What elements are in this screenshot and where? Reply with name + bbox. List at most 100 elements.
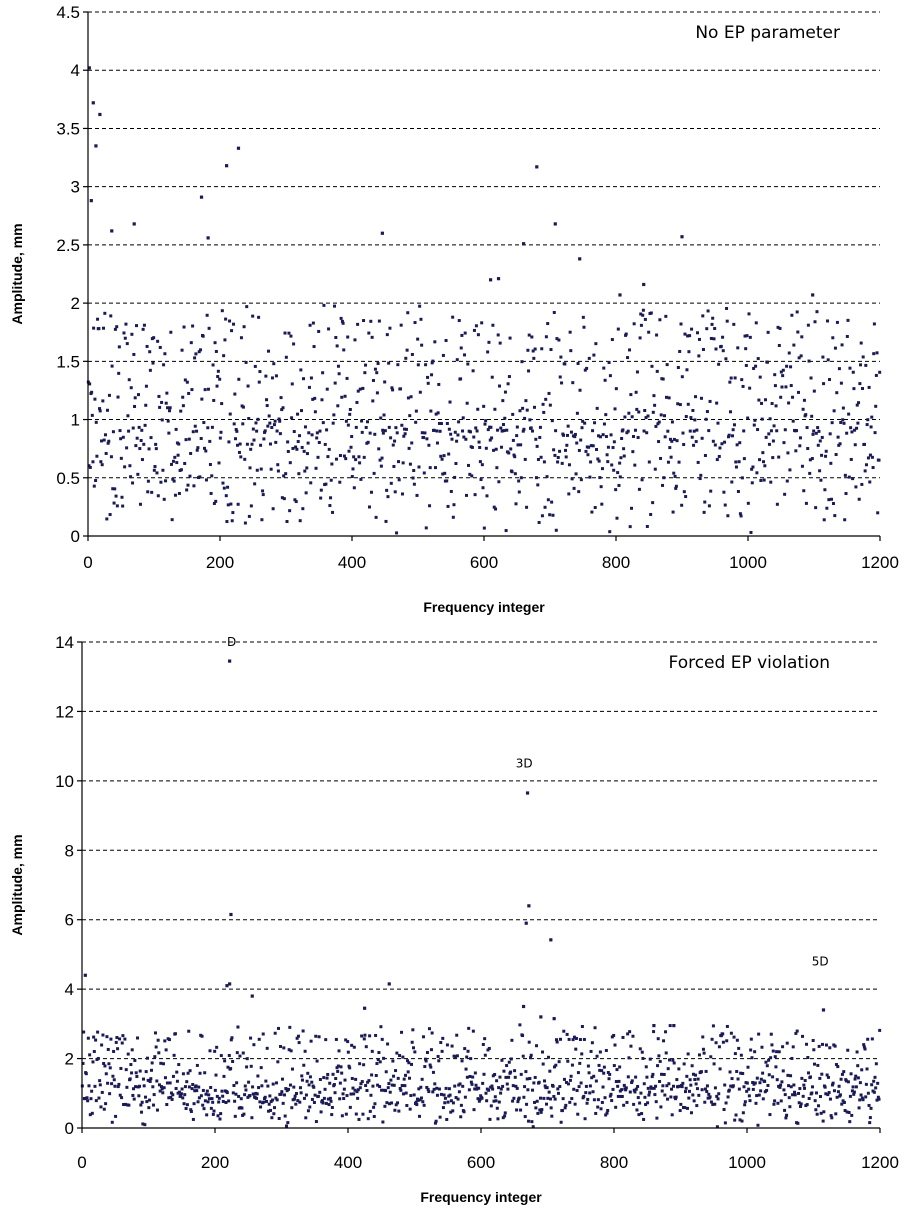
data-point <box>316 1094 320 1098</box>
data-point <box>628 525 632 529</box>
data-point <box>556 460 560 464</box>
data-point <box>750 481 754 485</box>
data-point <box>380 1088 384 1092</box>
data-point <box>805 1042 809 1046</box>
data-point <box>710 322 714 326</box>
data-point <box>265 1046 269 1050</box>
data-point <box>187 1029 191 1033</box>
data-point <box>634 1075 638 1079</box>
data-point <box>570 1063 574 1067</box>
data-point <box>812 1062 816 1066</box>
data-point <box>564 1103 568 1107</box>
data-point <box>409 395 413 399</box>
data-point <box>303 425 307 429</box>
data-point <box>711 1102 715 1106</box>
data-point <box>668 446 672 450</box>
data-point <box>353 1088 357 1092</box>
data-point <box>86 1036 90 1040</box>
annotation-label: 5D <box>812 954 829 968</box>
data-point <box>617 1079 621 1083</box>
data-point <box>358 387 362 391</box>
data-point <box>719 344 723 348</box>
data-point <box>800 464 804 468</box>
data-point <box>611 446 615 450</box>
data-point <box>168 1081 172 1085</box>
data-point <box>503 1114 507 1118</box>
data-point <box>768 1113 772 1117</box>
data-point <box>177 442 181 446</box>
data-point <box>437 382 441 386</box>
data-point <box>676 402 680 406</box>
data-point <box>138 1084 142 1088</box>
data-point <box>774 404 778 408</box>
data-point <box>354 458 358 462</box>
data-point <box>385 488 389 492</box>
data-point <box>295 447 299 451</box>
data-point <box>537 1080 541 1084</box>
data-point <box>158 1089 162 1093</box>
data-point <box>262 437 266 441</box>
data-point <box>135 1075 139 1079</box>
data-point <box>268 421 272 425</box>
data-point <box>753 1050 757 1054</box>
data-point <box>242 1112 246 1116</box>
data-point <box>221 1099 225 1103</box>
data-point <box>517 479 521 483</box>
data-point <box>741 384 745 388</box>
data-point <box>89 199 93 203</box>
data-point <box>820 435 824 439</box>
data-point <box>756 428 760 432</box>
data-point <box>374 1033 378 1037</box>
data-point <box>717 1092 721 1096</box>
data-point <box>245 1065 249 1069</box>
data-point <box>91 460 95 464</box>
data-point <box>480 463 484 467</box>
data-point <box>153 1055 157 1059</box>
data-point <box>743 334 747 338</box>
data-point <box>538 1108 542 1112</box>
data-point <box>567 463 571 467</box>
data-point <box>495 1106 499 1110</box>
data-point <box>105 1035 109 1039</box>
data-point <box>106 1081 110 1085</box>
data-point <box>134 1085 138 1089</box>
data-point <box>165 1103 169 1107</box>
data-point <box>800 1076 804 1080</box>
data-point <box>851 1085 855 1089</box>
data-point <box>679 322 683 326</box>
data-point <box>732 1035 736 1039</box>
data-point <box>151 361 155 365</box>
data-point <box>334 1037 338 1041</box>
data-point <box>642 282 646 287</box>
data-point <box>444 1086 448 1090</box>
data-point <box>631 1034 635 1038</box>
data-point <box>428 504 432 508</box>
data-point <box>131 481 135 485</box>
data-point <box>144 384 148 388</box>
data-point <box>101 399 105 403</box>
data-point <box>687 350 691 354</box>
data-point <box>389 481 393 485</box>
data-point <box>148 368 152 372</box>
data-point <box>90 413 94 417</box>
data-point <box>493 1072 497 1076</box>
data-point <box>540 347 544 351</box>
x-tick-label: 0 <box>77 1153 86 1172</box>
data-point <box>681 431 685 435</box>
data-point <box>519 443 523 447</box>
data-point <box>700 1088 704 1092</box>
data-point <box>249 1036 253 1040</box>
data-point <box>511 1084 515 1088</box>
data-point <box>552 1065 556 1069</box>
data-point <box>778 326 782 330</box>
data-point <box>199 348 203 352</box>
data-point <box>443 471 447 475</box>
data-point <box>247 417 251 421</box>
data-point <box>137 1094 141 1098</box>
data-point <box>302 449 306 453</box>
data-point <box>678 1109 682 1113</box>
data-point <box>372 1114 376 1118</box>
data-point <box>730 1077 734 1081</box>
data-point <box>408 1076 412 1080</box>
data-point <box>484 419 488 423</box>
